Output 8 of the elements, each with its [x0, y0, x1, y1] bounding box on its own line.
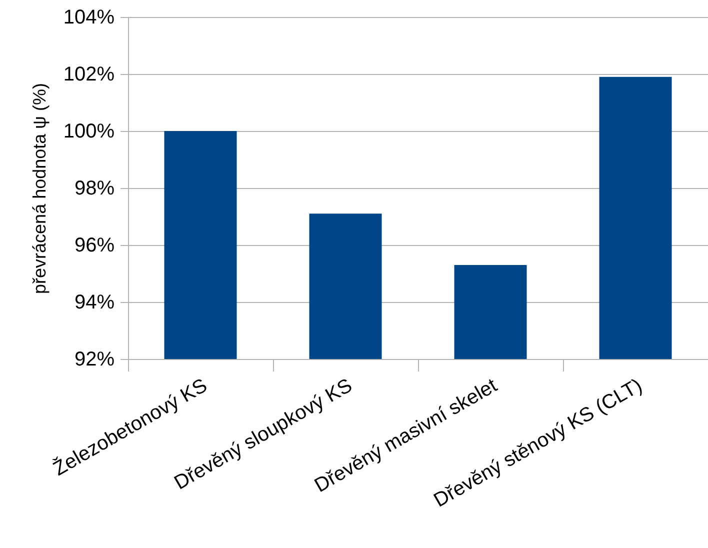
- y-tick-label: 96%: [74, 234, 115, 256]
- y-tick-label: 92%: [74, 348, 115, 370]
- y-tick-label: 100%: [63, 120, 115, 142]
- y-tick-label: 94%: [74, 292, 115, 314]
- y-tick-label: 102%: [63, 64, 115, 86]
- y-tick-label: 98%: [74, 178, 115, 200]
- y-axis-title: převrácená hodnota ψ (%): [29, 83, 50, 294]
- y-tick-label: 104%: [63, 6, 115, 28]
